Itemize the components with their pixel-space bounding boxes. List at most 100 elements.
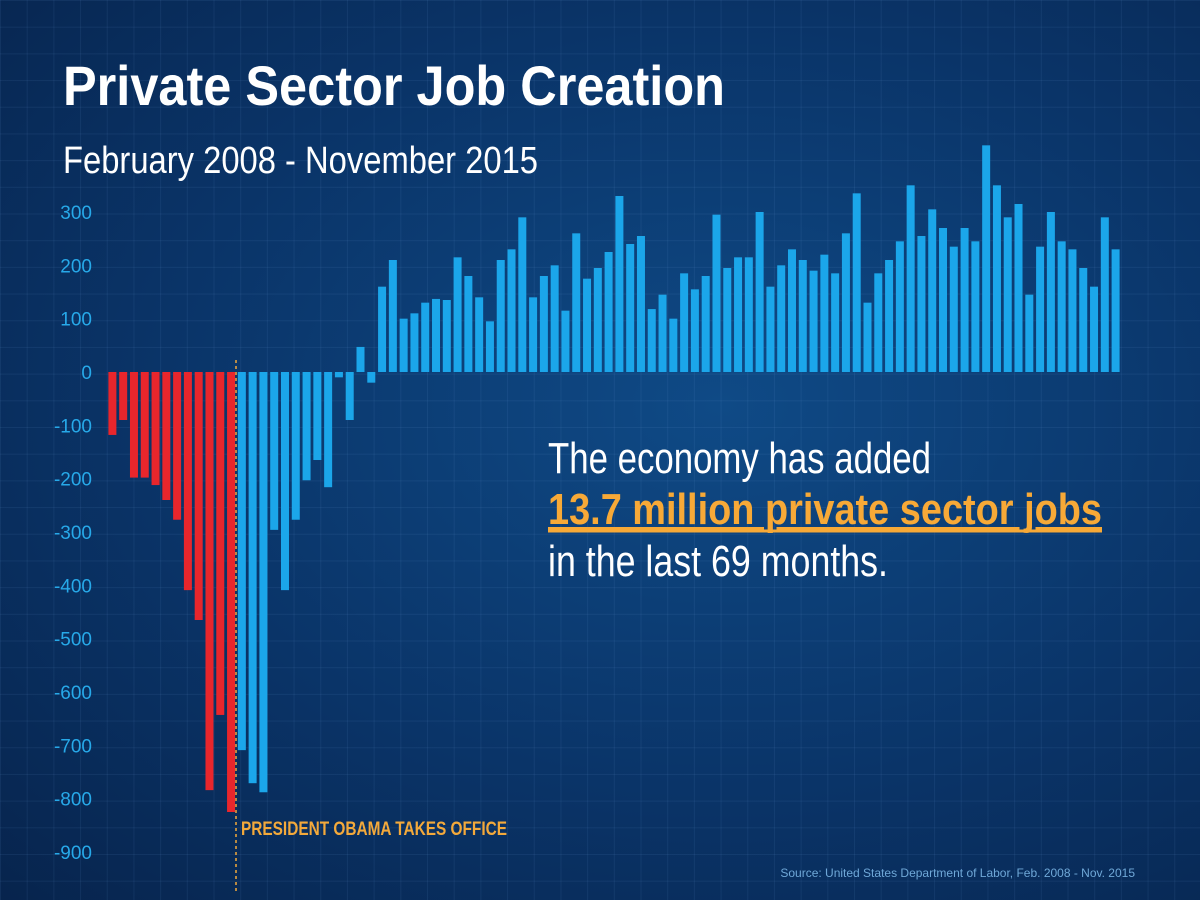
bar [734, 257, 743, 372]
bar [982, 145, 991, 372]
bar [939, 228, 948, 372]
y-tick-label: -400 [54, 576, 92, 597]
bar [561, 310, 570, 372]
bar [324, 372, 333, 488]
bar [313, 372, 322, 460]
bar [291, 372, 300, 520]
bar [227, 372, 236, 812]
bar [280, 372, 289, 591]
bar [162, 372, 171, 500]
bar [971, 241, 980, 372]
bar [173, 372, 182, 520]
bar [378, 286, 387, 372]
bar [1068, 249, 1077, 372]
bar [992, 185, 1001, 372]
bar [388, 260, 397, 372]
bar [108, 372, 117, 435]
y-tick-label: -700 [54, 736, 92, 757]
bar [744, 257, 753, 372]
y-tick-label: -100 [54, 416, 92, 437]
bar [841, 233, 850, 372]
bar [421, 302, 430, 372]
bar [399, 318, 408, 372]
bar [1036, 246, 1045, 372]
bar [1014, 204, 1023, 372]
bar [820, 254, 829, 372]
bar [928, 209, 937, 372]
annotation-highlight: 13.7 million private sector jobs [548, 485, 1102, 534]
bar [798, 260, 807, 372]
bar [1025, 294, 1034, 372]
bar [917, 236, 926, 372]
bar [1046, 212, 1055, 372]
bar [453, 257, 462, 372]
bar [766, 286, 775, 372]
bar [906, 185, 915, 372]
bar [604, 252, 613, 372]
bar [593, 268, 602, 372]
chart-subtitle: February 2008 - November 2015 [63, 140, 538, 182]
bar [410, 313, 419, 372]
y-tick-label: 0 [81, 363, 92, 384]
bar [895, 241, 904, 372]
bar [690, 289, 699, 372]
bar [583, 278, 592, 372]
bar [507, 249, 516, 372]
bar [140, 372, 149, 478]
bar [831, 273, 840, 372]
bar [259, 372, 268, 793]
event-label: PRESIDENT OBAMA TAKES OFFICE [241, 819, 507, 840]
y-tick-label: 200 [60, 256, 92, 277]
bar [615, 196, 624, 372]
y-tick-label: -500 [54, 630, 92, 651]
bar [464, 276, 473, 372]
bar [529, 297, 538, 372]
bar [723, 268, 732, 372]
bar [485, 321, 494, 372]
bar [367, 372, 376, 383]
bar [1111, 249, 1120, 372]
y-tick-label: -600 [54, 683, 92, 704]
bar [572, 233, 581, 372]
annotation-line: The economy has added [548, 434, 931, 483]
bar [647, 309, 656, 372]
bar [183, 372, 192, 591]
source-note: Source: United States Department of Labo… [780, 866, 1135, 880]
bar [216, 372, 225, 715]
y-tick-label: -300 [54, 523, 92, 544]
bar [787, 249, 796, 372]
bar [636, 236, 645, 372]
bar [885, 260, 894, 372]
bar [874, 273, 883, 372]
y-tick-label: -900 [54, 843, 92, 864]
y-tick-label: -800 [54, 790, 92, 811]
bar [852, 193, 861, 372]
bar [680, 273, 689, 372]
bar [755, 212, 764, 372]
chart-title: Private Sector Job Creation [63, 54, 725, 117]
y-tick-label: 100 [60, 310, 92, 331]
bar [205, 372, 214, 791]
y-tick-label: -200 [54, 470, 92, 491]
bar [345, 372, 354, 420]
bar [1003, 217, 1012, 372]
bar [237, 372, 246, 751]
bar [1079, 268, 1088, 372]
bar [626, 244, 635, 372]
bar [194, 372, 203, 620]
bar [442, 300, 451, 372]
bar [863, 302, 872, 372]
bar [334, 372, 343, 378]
bar [658, 294, 667, 372]
bar [1057, 241, 1066, 372]
bar [129, 372, 138, 478]
bar [539, 276, 548, 372]
bar [475, 297, 484, 372]
bar [701, 276, 710, 372]
annotation-line: in the last 69 months. [548, 537, 888, 586]
bar [809, 270, 818, 372]
y-tick-label: 300 [60, 203, 92, 224]
bar [356, 346, 365, 372]
bar [1090, 286, 1099, 372]
